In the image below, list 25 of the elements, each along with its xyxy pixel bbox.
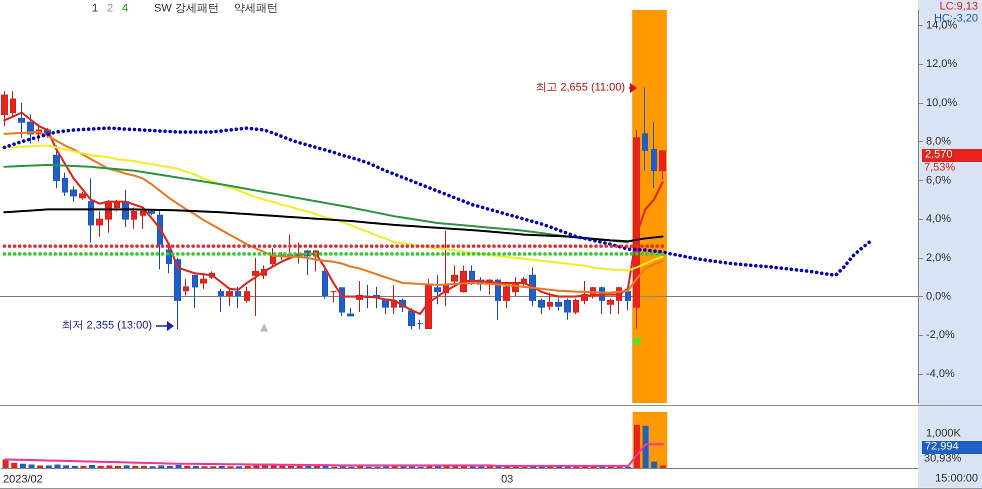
text: 7,53% — [924, 162, 956, 174]
y-tick-label: 4,0% — [926, 213, 952, 226]
x-tick-label: 03 — [501, 474, 514, 486]
annotation: 약세패턴 — [234, 2, 278, 14]
annotation: 1 — [92, 2, 98, 14]
y-tick-label: -4,0% — [926, 368, 955, 380]
y-tick-label: 6,0% — [926, 174, 952, 186]
annotation: SW 강세패턴 — [154, 2, 219, 14]
text: 15:00:00 — [935, 472, 978, 484]
text: 72,994 — [925, 440, 959, 452]
y-tick-label: -2,0% — [926, 329, 955, 342]
text: 30,93% — [924, 452, 962, 464]
text: LC:9,13 — [939, 0, 978, 12]
annotation: 4 — [122, 2, 128, 14]
x-tick-label: 2023/02 — [2, 474, 43, 486]
annotation: 최저 2,355 (13:00) — [62, 320, 152, 332]
y-tick-label: 8,0% — [926, 136, 952, 148]
y-tick-label: 10,0% — [926, 96, 958, 109]
y-tick-label: 12,0% — [926, 58, 958, 70]
text: 2,570 — [925, 148, 953, 160]
y-tick-label: 2,0% — [926, 252, 952, 264]
annotation: 최고 2,655 (11:00) — [535, 82, 625, 94]
annotation: 2 — [107, 2, 114, 14]
y-tick-label: 0,0% — [926, 290, 952, 303]
text: 1,000K — [926, 428, 962, 440]
